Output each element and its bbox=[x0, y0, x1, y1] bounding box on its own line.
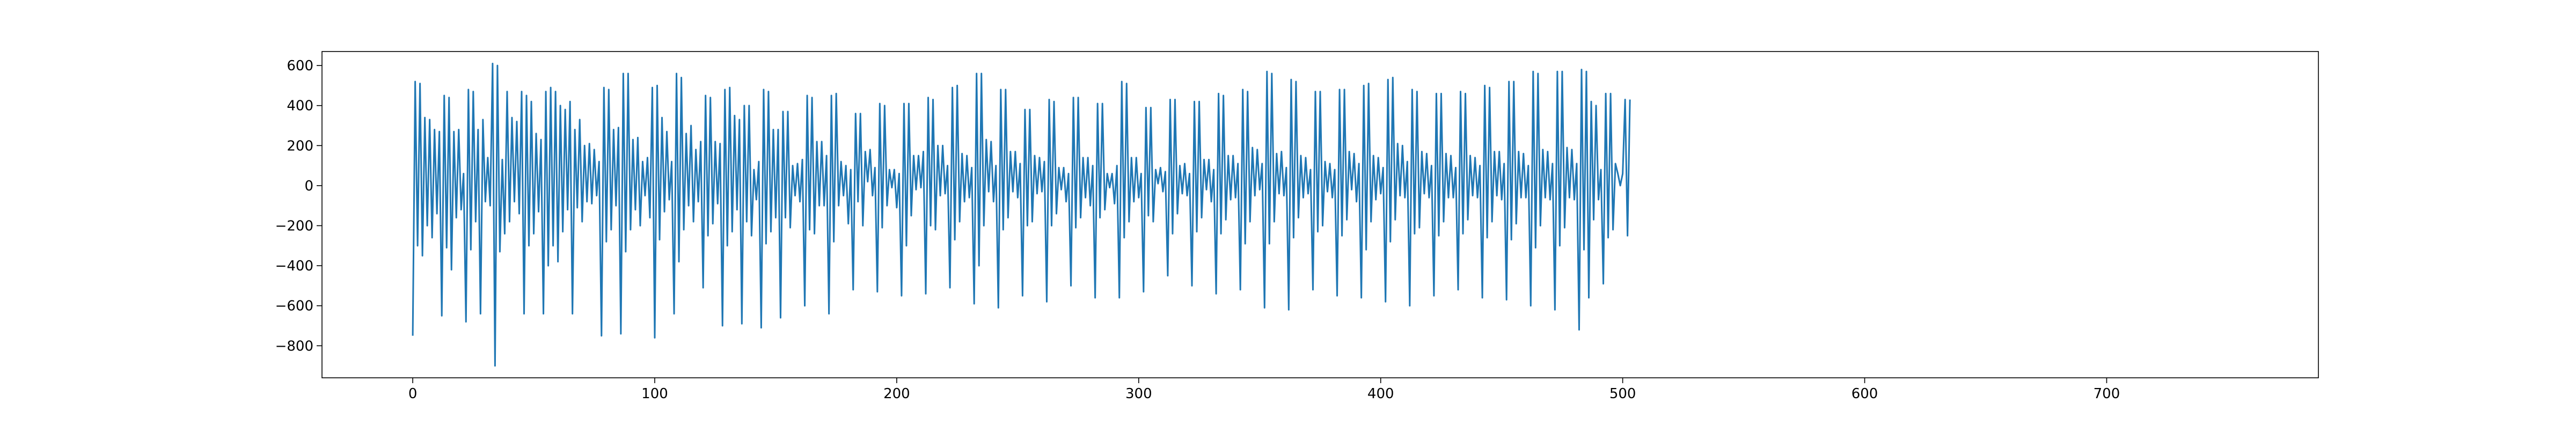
y-tick-label: −200 bbox=[275, 218, 313, 235]
y-tick-label: −600 bbox=[275, 298, 313, 314]
x-tick-label: 400 bbox=[1367, 386, 1394, 402]
x-tick-label: 200 bbox=[883, 386, 910, 402]
x-tick-label: 700 bbox=[2094, 386, 2120, 402]
y-tick-label: 400 bbox=[287, 98, 313, 114]
y-tick-label: 200 bbox=[287, 138, 313, 154]
y-tick-label: 600 bbox=[287, 58, 313, 74]
y-tick-label: −400 bbox=[275, 258, 313, 274]
x-tick-label: 500 bbox=[1609, 386, 1636, 402]
x-tick-label: 300 bbox=[1125, 386, 1152, 402]
x-tick-label: 0 bbox=[408, 386, 418, 402]
x-tick-label: 600 bbox=[1851, 386, 1878, 402]
x-axis: 0 100 200 300 400 500 600 700 bbox=[408, 378, 2120, 402]
y-tick-label: 0 bbox=[304, 178, 313, 194]
plot-frame bbox=[321, 51, 2319, 378]
y-axis: −800 −600 −400 −200 0 200 400 600 bbox=[275, 58, 322, 354]
y-tick-label: −800 bbox=[275, 338, 313, 354]
x-tick-label: 100 bbox=[641, 386, 668, 402]
series-group bbox=[412, 62, 1631, 367]
series-line-0 bbox=[412, 62, 1631, 367]
